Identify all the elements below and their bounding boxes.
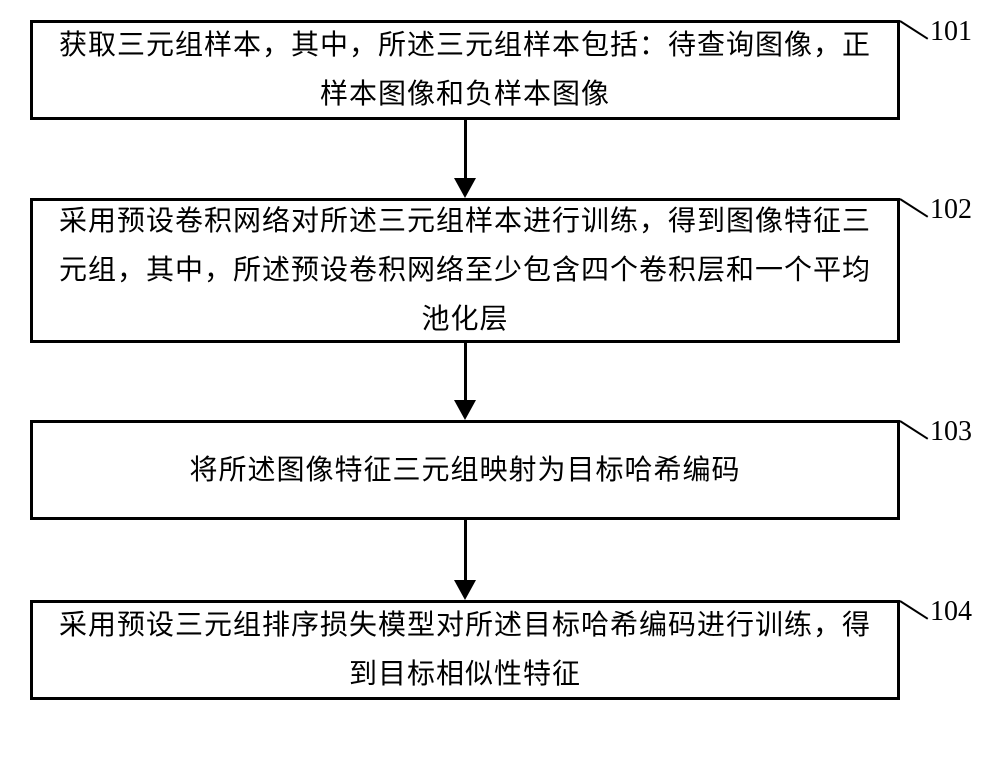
step-text: 获取三元组样本，其中，所述三元组样本包括：待查询图像，正样本图像和负样本图像 xyxy=(51,21,879,119)
arrow-head-icon xyxy=(454,580,476,600)
label-connector xyxy=(899,20,928,40)
label-connector xyxy=(899,600,928,620)
step-box-104: 采用预设三元组排序损失模型对所述目标哈希编码进行训练，得到目标相似性特征 xyxy=(30,600,900,700)
step-text: 将所述图像特征三元组映射为目标哈希编码 xyxy=(189,446,740,495)
step-text: 采用预设三元组排序损失模型对所述目标哈希编码进行训练，得到目标相似性特征 xyxy=(51,601,879,699)
arrow-line xyxy=(464,343,467,400)
arrow-line xyxy=(464,520,467,580)
label-connector xyxy=(899,420,928,440)
arrow-head-icon xyxy=(454,178,476,198)
step-text: 采用预设卷积网络对所述三元组样本进行训练，得到图像特征三元组，其中，所述预设卷积… xyxy=(51,197,879,344)
step-label: 102 xyxy=(930,194,972,226)
step-label: 101 xyxy=(930,16,972,48)
step-box-102: 采用预设卷积网络对所述三元组样本进行训练，得到图像特征三元组，其中，所述预设卷积… xyxy=(30,198,900,343)
step-label: 103 xyxy=(930,416,972,448)
step-box-103: 将所述图像特征三元组映射为目标哈希编码 xyxy=(30,420,900,520)
step-box-101: 获取三元组样本，其中，所述三元组样本包括：待查询图像，正样本图像和负样本图像 xyxy=(30,20,900,120)
arrow-head-icon xyxy=(454,400,476,420)
step-label: 104 xyxy=(930,596,972,628)
flowchart-canvas: 获取三元组样本，其中，所述三元组样本包括：待查询图像，正样本图像和负样本图像 10… xyxy=(0,0,1000,764)
label-connector xyxy=(899,198,928,218)
arrow-line xyxy=(464,120,467,178)
